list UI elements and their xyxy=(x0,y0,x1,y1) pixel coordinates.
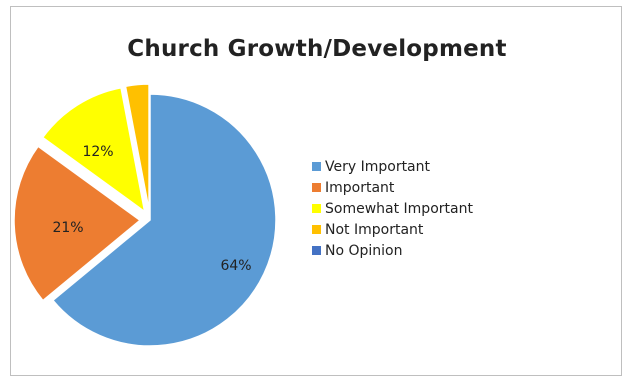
pie-slice-very-important xyxy=(51,93,277,347)
pie-slice-somewhat-important xyxy=(41,86,146,214)
legend-item-no-opinion: No Opinion xyxy=(312,240,473,261)
legend-swatch-no-opinion xyxy=(312,246,321,255)
legend-item-important: Important xyxy=(312,177,473,198)
legend-label-important: Important xyxy=(325,179,395,196)
pie-slice-not-important xyxy=(124,83,150,211)
data-label-important: 21% xyxy=(52,220,83,236)
legend-item-very-important: Very Important xyxy=(312,156,473,177)
legend-label-no-opinion: No Opinion xyxy=(325,242,403,259)
legend-label-not-important: Not Important xyxy=(325,221,424,238)
legend-swatch-somewhat-important xyxy=(312,204,321,213)
legend-item-somewhat-important: Somewhat Important xyxy=(312,198,473,219)
legend-label-very-important: Very Important xyxy=(325,158,430,175)
chart-title: Church Growth/Development xyxy=(127,36,507,62)
legend-swatch-very-important xyxy=(312,162,321,171)
data-label-somewhat-important: 12% xyxy=(82,144,113,160)
data-label-very-important: 64% xyxy=(220,258,251,274)
legend-swatch-important xyxy=(312,183,321,192)
legend-label-somewhat-important: Somewhat Important xyxy=(325,200,473,217)
chart-legend: Very Important Important Somewhat Importan… xyxy=(312,156,473,261)
pie-chart: 64% 21% 12% xyxy=(13,83,277,347)
legend-swatch-not-important xyxy=(312,225,321,234)
legend-item-not-important: Not Important xyxy=(312,219,473,240)
pie-slice-important xyxy=(13,145,142,302)
